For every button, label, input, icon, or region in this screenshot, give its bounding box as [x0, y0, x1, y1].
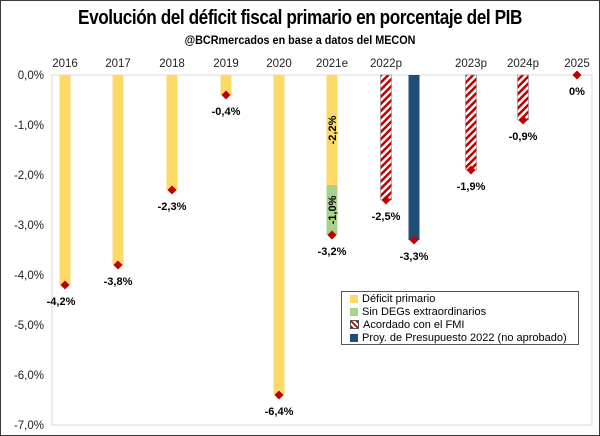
- x-tick-label: 2016: [52, 58, 78, 70]
- legend-label: Sin DEGs extraordinarios: [362, 305, 487, 318]
- x-tick-label: 2019: [213, 58, 239, 70]
- data-label: -3,3%: [400, 251, 429, 263]
- x-tick-label: 2020: [266, 58, 292, 70]
- data-label: -6,4%: [265, 406, 294, 418]
- bar: [166, 75, 178, 190]
- bar: [273, 75, 285, 395]
- x-tick-label: 2021e: [316, 58, 348, 70]
- legend-label: Acordado con el FMI: [363, 318, 465, 331]
- inner-data-label: -2,2%: [327, 115, 339, 144]
- data-label: -0,9%: [509, 131, 538, 143]
- x-tick-label: 2024p: [507, 58, 539, 70]
- x-tick-label: 2025: [564, 58, 590, 70]
- legend-label: Déficit primario: [362, 292, 436, 305]
- data-marker: [572, 70, 582, 80]
- legend-item: Acordado con el FMI: [342, 318, 578, 331]
- y-tick-label: -5,0%: [14, 320, 44, 332]
- legend: Déficit primario Sin DEGs extraordinarios…: [341, 291, 579, 345]
- data-label: -1,9%: [457, 181, 486, 193]
- data-label: -3,2%: [318, 246, 347, 258]
- y-tick-label: -1,0%: [14, 120, 44, 132]
- data-label: -2,3%: [158, 201, 187, 213]
- legend-swatch: [350, 307, 358, 316]
- bar: [326, 185, 338, 235]
- bar: [220, 75, 232, 95]
- bar: [112, 75, 124, 265]
- plot-area: [51, 74, 593, 426]
- bar: [465, 74, 477, 171]
- data-marker: [167, 185, 177, 195]
- data-label: 0%: [569, 86, 585, 98]
- bar: [380, 74, 392, 201]
- y-tick-label: -3,0%: [14, 220, 44, 232]
- data-label: -0,4%: [212, 106, 241, 118]
- legend-item: Sin DEGs extraordinarios: [342, 305, 578, 318]
- x-tick-label: 2018: [159, 58, 185, 70]
- bar: [517, 74, 529, 121]
- bar: [59, 75, 71, 285]
- legend-label: Proy. de Presupuesto 2022 (no aprobado): [362, 331, 567, 344]
- bar: [326, 75, 338, 185]
- y-tick-label: -2,0%: [14, 170, 44, 182]
- x-tick-label: 2017: [105, 58, 131, 70]
- legend-item: Proy. de Presupuesto 2022 (no aprobado): [342, 331, 578, 344]
- bar: [408, 75, 420, 240]
- legend-swatch: [350, 320, 359, 329]
- data-label: -4,2%: [47, 296, 76, 308]
- y-tick-label: 0,0%: [18, 70, 44, 82]
- legend-item: Déficit primario: [342, 292, 578, 305]
- legend-swatch: [350, 333, 358, 342]
- inner-data-label: -1,0%: [327, 195, 339, 224]
- y-tick-label: -4,0%: [14, 270, 44, 282]
- y-tick-label: -7,0%: [14, 420, 44, 432]
- data-marker: [221, 90, 231, 100]
- chart-title: Evolución del déficit fiscal primario en…: [78, 7, 522, 29]
- data-label: -3,8%: [104, 276, 133, 288]
- data-label: -2,5%: [372, 211, 401, 223]
- x-tick-label: 2022p: [370, 58, 402, 70]
- x-tick-label: 2023p: [455, 58, 487, 70]
- chart-subtitle: @BCRmercados en base a datos del MECON: [184, 33, 416, 47]
- y-tick-label: -6,0%: [14, 370, 44, 382]
- legend-swatch: [350, 294, 358, 303]
